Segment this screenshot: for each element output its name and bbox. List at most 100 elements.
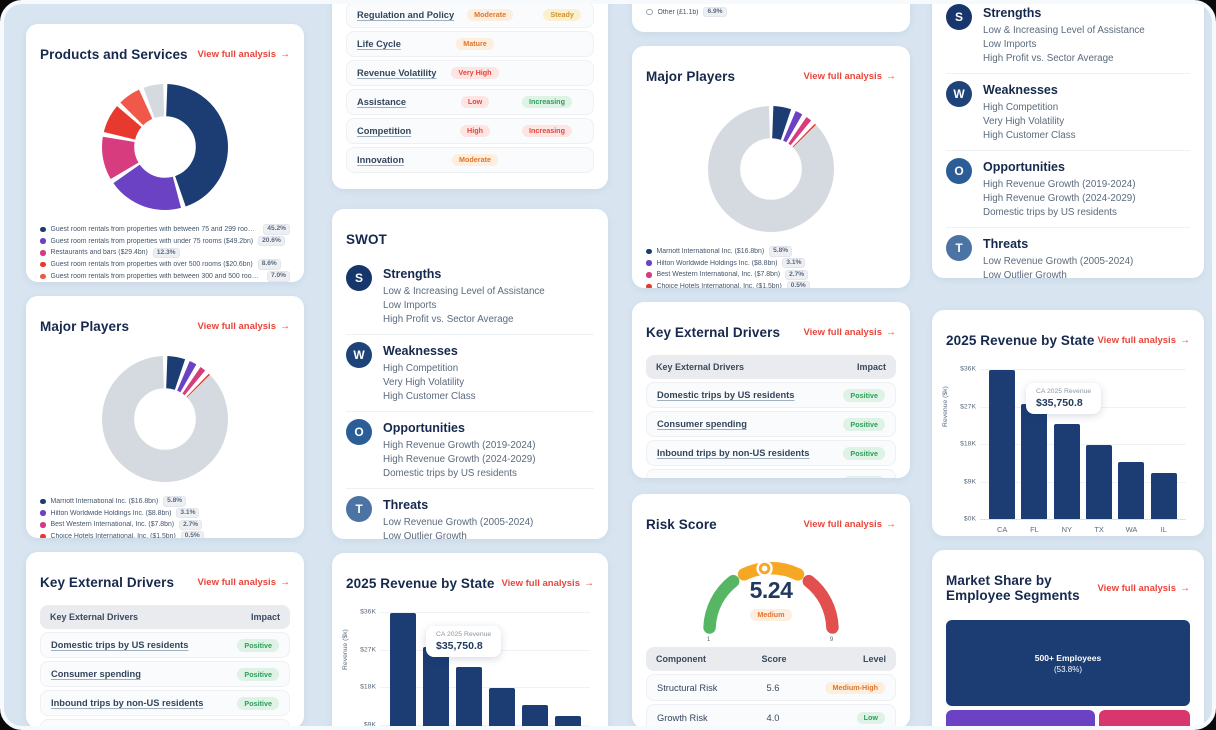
- bar[interactable]: [1053, 424, 1080, 520]
- driver-row[interactable]: Consumer confidence indexPositive: [40, 719, 290, 728]
- gauge-knob[interactable]: [756, 560, 773, 578]
- driver-link[interactable]: Inbound trips by non-US residents: [657, 448, 810, 459]
- bar-column[interactable]: NY: [1053, 369, 1080, 534]
- attribute-link[interactable]: Life Cycle: [357, 39, 401, 49]
- bar-column[interactable]: IL: [1150, 369, 1177, 534]
- view-full-analysis-link[interactable]: View full analysis →: [1097, 583, 1190, 594]
- risk-component: Structural Risk: [657, 682, 718, 693]
- view-full-analysis-link[interactable]: View full analysis →: [1097, 335, 1190, 346]
- bar-column[interactable]: CA: [389, 612, 416, 726]
- driver-row[interactable]: Inbound trips by non-US residents Positiv…: [40, 690, 290, 717]
- attribute-link[interactable]: Assistance: [357, 97, 407, 107]
- view-full-analysis-link[interactable]: View full analysis →: [803, 327, 896, 338]
- donut-segment[interactable]: [102, 356, 228, 483]
- bar-column[interactable]: FL: [422, 612, 449, 726]
- treemap-block[interactable]: 500+ Employees (53.8%): [946, 620, 1190, 707]
- attribute-link[interactable]: Regulation and Policy: [357, 10, 455, 20]
- products-services-donut-chart[interactable]: [95, 77, 235, 217]
- risk-score: 4.0: [766, 712, 780, 723]
- driver-link[interactable]: Domestic trips by US residents: [657, 390, 795, 401]
- driver-row[interactable]: Domestic trips by US residents Positive: [40, 632, 290, 659]
- treemap-block[interactable]: 20-99 Employees(11.7%): [1098, 710, 1190, 726]
- driver-link[interactable]: Domestic trips by US residents: [51, 640, 189, 651]
- bar[interactable]: [1086, 444, 1113, 520]
- card-title: Key External Drivers: [40, 575, 175, 591]
- attribute-link[interactable]: Innovation: [357, 155, 404, 165]
- driver-link[interactable]: Consumer confidence index: [51, 727, 237, 728]
- driver-row[interactable]: Consumer spending Positive: [646, 411, 896, 438]
- major-players-donut-chart[interactable]: [701, 99, 841, 239]
- attribute-row[interactable]: Revenue Volatility Very High: [346, 60, 594, 86]
- attribute-row[interactable]: Life Cycle Mature: [346, 31, 594, 57]
- view-full-analysis-link[interactable]: View full analysis →: [803, 71, 896, 82]
- driver-row[interactable]: Consumer confidence indexPositive: [646, 469, 896, 478]
- bar-column[interactable]: NY: [455, 612, 482, 726]
- bar-column[interactable]: WA: [521, 612, 548, 726]
- driver-link[interactable]: Consumer spending: [51, 669, 141, 680]
- bar-column[interactable]: FL: [1021, 369, 1048, 534]
- attribute-row[interactable]: Assistance Low Increasing: [346, 89, 594, 115]
- risk-row[interactable]: Growth Risk 4.0 Low: [646, 704, 896, 726]
- attribute-link[interactable]: Competition: [357, 126, 412, 136]
- driver-link[interactable]: Inbound trips by non-US residents: [51, 698, 204, 709]
- donut-segment[interactable]: [102, 84, 228, 211]
- driver-row[interactable]: Inbound trips by non-US residents Positiv…: [646, 440, 896, 467]
- swot-item: High Revenue Growth (2019-2024): [383, 440, 536, 452]
- view-full-analysis-link[interactable]: View full analysis →: [197, 577, 290, 588]
- attribute-row[interactable]: Competition High Increasing: [346, 118, 594, 144]
- bar-column[interactable]: WA: [1118, 369, 1145, 534]
- bar[interactable]: [422, 647, 449, 726]
- driver-link[interactable]: Consumer confidence index: [657, 477, 843, 478]
- driver-row[interactable]: Domestic trips by US residents Positive: [646, 382, 896, 409]
- view-full-analysis-link[interactable]: View full analysis →: [197, 321, 290, 332]
- treemap-row: 500+ Employees (53.8%): [946, 620, 1190, 707]
- bar[interactable]: [488, 687, 515, 726]
- donut-segment[interactable]: [102, 84, 228, 211]
- driver-link[interactable]: Consumer spending: [657, 419, 747, 430]
- legend-dot-icon: [646, 8, 653, 16]
- risk-row[interactable]: Structural Risk 5.6 Medium-High: [646, 674, 896, 702]
- gauge-value-overlay: 5.24 Medium: [646, 577, 896, 622]
- x-axis-label: NY: [1061, 525, 1073, 535]
- card-title: Key External Drivers: [646, 325, 781, 341]
- bar-column[interactable]: TX: [488, 612, 515, 726]
- view-full-analysis-link[interactable]: View full analysis →: [803, 519, 896, 530]
- y-axis-tick: $9K: [963, 478, 976, 486]
- table-header-impact: Impact: [856, 362, 886, 373]
- bar[interactable]: [389, 613, 416, 726]
- view-full-analysis-link[interactable]: View full analysis →: [501, 578, 594, 589]
- donut-segment[interactable]: [102, 84, 228, 211]
- bar[interactable]: [1150, 472, 1177, 520]
- bar[interactable]: [1021, 404, 1048, 520]
- bar[interactable]: [554, 715, 581, 726]
- tooltip-title: CA 2025 Revenue: [436, 631, 492, 639]
- bar[interactable]: [455, 667, 482, 726]
- table-header-name: Key External Drivers: [50, 612, 139, 623]
- attribute-row[interactable]: Innovation Moderate: [346, 147, 594, 173]
- treemap-block[interactable]: 100-499 Employees(15.8%): [946, 710, 1095, 726]
- attribute-row[interactable]: Regulation and Policy Moderate Steady: [346, 4, 594, 28]
- arrow-right-icon: →: [886, 519, 896, 531]
- revenue-bar-chart[interactable]: Revenue ($k)$36K$27K$18K$9K$0KCAFLNYTXWA…: [342, 609, 594, 726]
- bar[interactable]: [989, 370, 1016, 520]
- attribute-link[interactable]: Revenue Volatility: [357, 68, 437, 78]
- donut-segment[interactable]: [708, 106, 834, 233]
- legend-pct-badge: 5.8%: [769, 246, 793, 257]
- bar-column[interactable]: IL: [554, 612, 581, 726]
- bar-column[interactable]: TX: [1086, 369, 1113, 534]
- legend-dot-icon: [646, 248, 652, 255]
- major-players-donut-chart[interactable]: [95, 349, 235, 489]
- swot-section: S Strengths Low & Increasing Level of Assi…: [946, 4, 1190, 73]
- gridline: [980, 519, 1186, 521]
- card-swot: S W O T S Strengths Low & Increasing Level of…: [932, 4, 1204, 278]
- risk-level-badge: Low: [856, 711, 885, 724]
- driver-row[interactable]: Consumer spending Positive: [40, 661, 290, 688]
- bar-column[interactable]: CA: [989, 369, 1016, 534]
- risk-component: Growth Risk: [657, 712, 708, 723]
- legend-label: Hilton Worldwide Holdings Inc. ($8.8bn): [656, 259, 778, 267]
- view-full-analysis-link[interactable]: View full analysis →: [197, 49, 290, 60]
- bar[interactable]: [1118, 461, 1145, 520]
- bar[interactable]: [521, 704, 548, 726]
- impact-badge: Positive: [843, 389, 885, 402]
